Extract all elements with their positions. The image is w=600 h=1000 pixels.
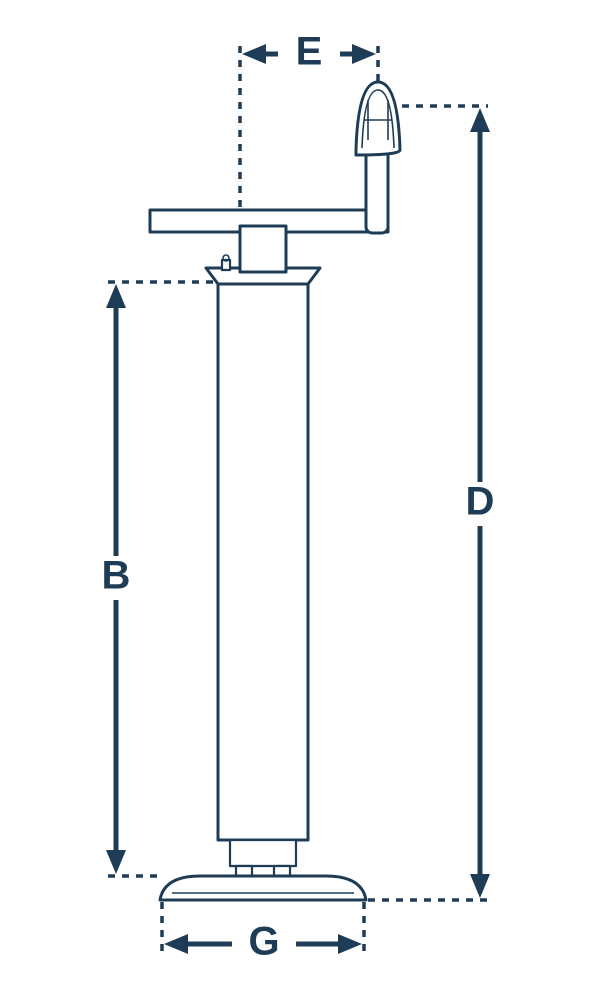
label-E: E xyxy=(296,30,323,74)
label-D: D xyxy=(466,480,495,524)
jack-dimension-diagram: E D B G xyxy=(0,0,600,1000)
dimension-G: G xyxy=(162,902,364,964)
dimension-B: B xyxy=(96,282,218,876)
jack-outline xyxy=(150,82,400,900)
label-B: B xyxy=(102,554,131,598)
label-G: G xyxy=(248,920,279,964)
crank-handle xyxy=(356,82,400,155)
